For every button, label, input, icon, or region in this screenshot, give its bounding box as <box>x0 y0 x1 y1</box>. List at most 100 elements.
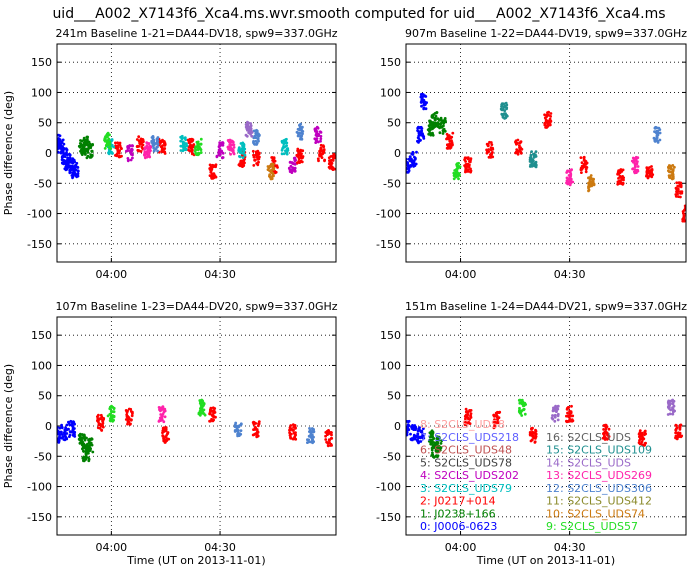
data-point <box>316 140 320 144</box>
data-point <box>412 162 415 166</box>
data-point <box>519 151 523 155</box>
data-point <box>65 437 69 441</box>
data-point <box>101 418 104 422</box>
data-point <box>271 159 274 162</box>
data-point <box>674 423 678 427</box>
data-point <box>271 172 275 176</box>
y-tick-label: 0 <box>45 147 52 160</box>
data-point <box>518 144 521 148</box>
legend-entry: 7: S2CLS_UDS218 <box>420 431 519 444</box>
data-point <box>180 134 184 138</box>
data-point <box>418 426 421 430</box>
data-point <box>409 165 413 168</box>
legend-entry: 9: S2CLS_UDS57 <box>546 520 638 533</box>
data-point <box>67 165 70 169</box>
data-point <box>442 127 446 131</box>
data-point <box>273 159 277 163</box>
data-point <box>655 129 659 133</box>
data-points <box>53 120 336 181</box>
data-point <box>110 404 113 408</box>
data-point <box>192 143 196 146</box>
data-point <box>647 175 650 178</box>
data-point <box>143 150 147 154</box>
data-point <box>299 159 303 163</box>
data-point <box>236 430 240 434</box>
data-point <box>505 103 509 107</box>
data-point <box>416 126 420 130</box>
data-point <box>107 150 111 153</box>
data-point <box>110 143 114 147</box>
data-point <box>448 139 452 143</box>
data-point <box>252 142 256 146</box>
data-point <box>469 157 473 161</box>
data-point <box>330 437 334 440</box>
data-point <box>138 142 142 146</box>
y-tick-label: -150 <box>27 238 52 251</box>
data-point <box>63 433 66 436</box>
data-point <box>556 405 560 408</box>
data-point <box>582 162 586 166</box>
data-point <box>301 156 304 160</box>
data-point <box>641 435 644 439</box>
data-point <box>217 153 221 157</box>
data-point <box>633 171 637 175</box>
data-point <box>419 131 423 135</box>
data-point <box>487 148 491 151</box>
data-point <box>64 426 67 430</box>
data-point <box>469 416 473 419</box>
data-point <box>677 184 680 188</box>
data-point <box>555 408 559 412</box>
data-point <box>401 163 404 166</box>
data-point <box>152 146 156 150</box>
data-point <box>638 432 641 436</box>
data-point <box>199 406 203 409</box>
panel-title: 907m Baseline 1-22=DA44-DV19, spw9=337.0… <box>405 27 687 40</box>
data-point <box>88 146 92 149</box>
data-point <box>239 422 243 426</box>
data-point <box>203 413 207 417</box>
data-point <box>83 149 87 153</box>
data-point <box>457 177 460 181</box>
data-point <box>70 430 74 434</box>
data-point <box>88 441 92 444</box>
data-point <box>469 167 472 171</box>
data-point <box>300 130 304 134</box>
data-point <box>454 168 458 172</box>
data-point <box>603 431 607 434</box>
y-tick-label: -100 <box>27 208 52 221</box>
data-point <box>163 441 167 444</box>
data-point <box>402 426 405 429</box>
data-point <box>487 150 491 154</box>
data-point <box>296 155 300 159</box>
data-point <box>288 428 292 432</box>
data-point <box>640 431 644 435</box>
data-point <box>534 165 538 169</box>
data-point <box>407 424 411 427</box>
data-point <box>422 106 426 110</box>
data-point <box>53 145 56 148</box>
data-point <box>430 431 434 435</box>
data-point <box>687 214 690 217</box>
data-point <box>202 402 206 406</box>
data-point <box>316 126 320 130</box>
data-point <box>682 218 685 222</box>
data-point <box>89 447 92 451</box>
data-point <box>210 169 213 172</box>
data-point <box>247 131 251 135</box>
data-point <box>235 426 239 429</box>
data-point <box>571 419 575 423</box>
data-point <box>319 134 323 138</box>
data-point <box>126 420 130 424</box>
data-point <box>530 161 534 165</box>
data-point <box>86 137 89 141</box>
data-point <box>570 404 573 408</box>
data-point <box>464 420 467 424</box>
data-point <box>179 149 183 152</box>
plot-frame <box>56 316 337 536</box>
data-point <box>294 433 297 437</box>
data-point <box>229 146 233 150</box>
data-point <box>183 137 187 140</box>
data-point <box>114 141 117 145</box>
data-point <box>228 143 232 146</box>
data-point <box>489 146 493 150</box>
